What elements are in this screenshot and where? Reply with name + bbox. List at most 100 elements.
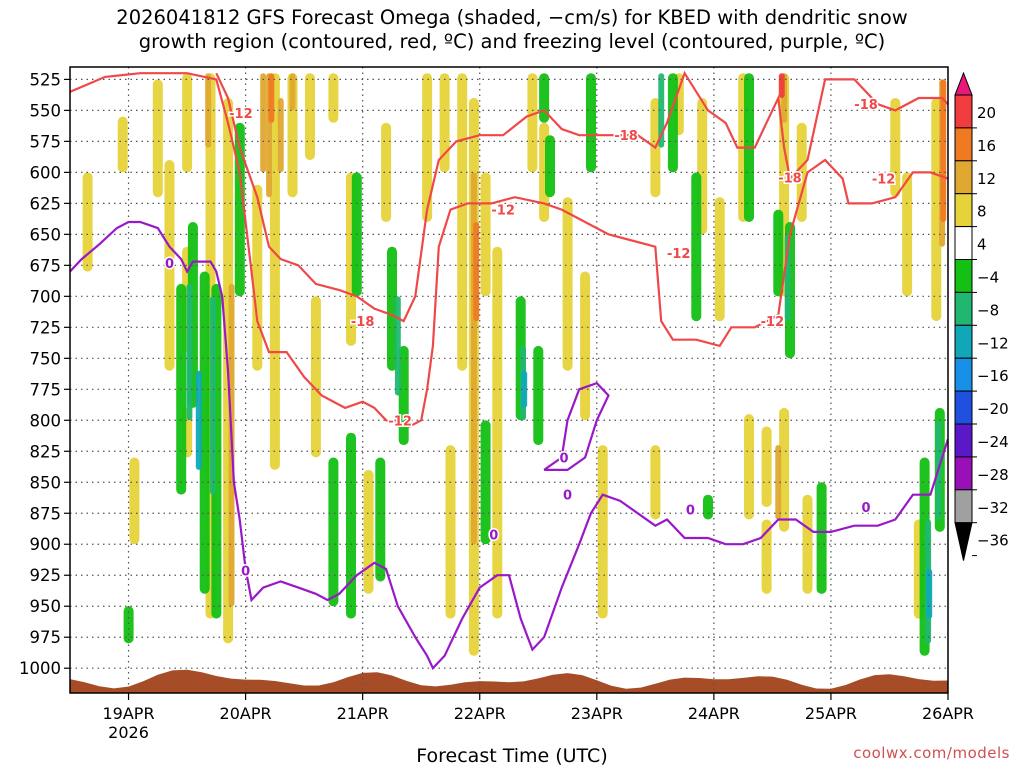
dgz-contour-line	[70, 72, 948, 428]
freezing-level-line	[543, 381, 610, 471]
chart-title-line-2: growth region (contoured, red, ºC) and f…	[138, 30, 886, 53]
omega-cell	[310, 296, 321, 458]
y-tick-label: 600	[30, 163, 62, 182]
omega-cell	[580, 271, 591, 421]
omega-cell	[562, 197, 573, 371]
colorbar-segment	[954, 324, 973, 359]
contour-label: 0	[489, 528, 498, 543]
y-tick-label: 625	[30, 194, 62, 213]
colorbar-label: −8	[977, 301, 999, 319]
contour-label: -18	[778, 171, 802, 186]
y-tick-label: 825	[30, 442, 62, 461]
colorbar-segment	[954, 423, 973, 458]
colorbar-segment	[954, 489, 973, 524]
omega-cell	[926, 569, 933, 619]
colorbar: 20 16 12 8 4 −4 −8 −12 −16 −20 −24 −28 −32 −36	[954, 71, 1009, 561]
x-tick-label: 20APR	[220, 704, 272, 723]
omega-cell	[252, 184, 263, 371]
contour-label: 0	[862, 501, 871, 516]
colorbar-segment	[954, 94, 973, 129]
colorbar-label: 8	[977, 203, 987, 221]
omega-cell	[940, 79, 947, 223]
colorbar-label: −16	[977, 367, 1009, 385]
plot-area: -12 -12 -12 -12 -12 -12 -18 -18 -18 -18 0 0 0 0 0 0 0	[70, 67, 948, 693]
y-tick-label: 925	[30, 566, 62, 585]
contour-label: 0	[563, 489, 572, 504]
terrain-surface	[70, 669, 948, 693]
omega-cell	[346, 432, 356, 619]
omega-cell	[473, 222, 480, 322]
freezing-level-line	[70, 220, 948, 671]
y-tick-label: 750	[30, 349, 62, 368]
y-tick-label: 575	[30, 132, 62, 151]
y-tick-label: 700	[30, 287, 62, 306]
colorbar-segment	[954, 259, 973, 293]
omega-cell	[816, 482, 827, 594]
omega-cell	[658, 73, 665, 148]
contour-label: -12	[388, 414, 412, 429]
omega-cell	[457, 73, 468, 371]
x-tick-label: 25APR	[805, 704, 857, 723]
omega-cell	[289, 73, 296, 111]
omega-cell	[597, 445, 608, 619]
omega-cell	[394, 296, 401, 396]
contour-label: -18	[854, 98, 878, 113]
contour-label: 0	[559, 451, 568, 466]
contour-label: -12	[491, 204, 515, 219]
colorbar-segment	[954, 390, 973, 425]
omega-cell	[82, 172, 93, 272]
y-tick-label: 675	[30, 256, 62, 275]
omega-cell	[586, 73, 596, 173]
omega-cell	[381, 122, 392, 222]
y-tick-label: 1000	[19, 659, 61, 678]
omega-cell	[445, 445, 456, 619]
omega-cell	[269, 73, 280, 470]
contour-label: -18	[614, 129, 638, 144]
colorbar-segment	[954, 160, 973, 195]
y-tick-label: 975	[30, 628, 62, 647]
chart-title-line-1: 2026041812 GFS Forecast Omega (shaded, −…	[116, 6, 908, 29]
colorbar-segment	[954, 226, 973, 261]
chart-title: 2026041812 GFS Forecast Omega (shaded, −…	[0, 6, 1024, 54]
omega-cell	[775, 445, 782, 520]
contour-label: 0	[241, 564, 250, 579]
omega-cell	[422, 73, 433, 222]
colorbar-segment	[954, 456, 973, 491]
y-tick-label: 875	[30, 504, 62, 523]
omega-cell	[773, 209, 784, 297]
y-tick-label: 800	[30, 411, 62, 430]
omega-cell	[129, 457, 140, 545]
contour-label: -12	[667, 247, 691, 262]
x-tick-label: 23APR	[571, 704, 623, 723]
omega-cell	[209, 296, 216, 495]
colorbar-top-arrow	[954, 71, 973, 96]
colorbar-label: −32	[977, 499, 1009, 517]
x-tick-label: 26APR	[922, 704, 974, 723]
omega-cell	[182, 73, 193, 173]
omega-cell	[492, 246, 503, 619]
contour-label: -12	[229, 107, 253, 122]
y-tick-label: 650	[30, 225, 62, 244]
colorbar-label: −24	[977, 433, 1009, 451]
grid	[70, 67, 948, 693]
omega-cell	[305, 73, 315, 160]
colorbar-label: 4	[977, 236, 987, 254]
colorbar-segment	[954, 291, 973, 326]
colorbar-bottom-arrow	[954, 522, 973, 561]
y-tick-label: 525	[30, 70, 62, 89]
plot-frame	[69, 66, 949, 694]
x-tick-label: 21APR	[337, 704, 389, 723]
x-year-label: 2026	[108, 723, 149, 742]
y-tick-label: 725	[30, 318, 62, 337]
omega-cell	[439, 73, 450, 173]
omega-cell	[152, 79, 163, 198]
contour-label: -12	[761, 315, 785, 330]
dgz-contour-line	[215, 70, 948, 323]
x-tick-label: 24APR	[688, 704, 740, 723]
omega-cell	[779, 407, 790, 532]
colorbar-label: −28	[977, 466, 1009, 484]
omega-cell	[363, 469, 374, 594]
omega-cell	[387, 246, 397, 371]
colorbar-label: 12	[977, 170, 996, 188]
